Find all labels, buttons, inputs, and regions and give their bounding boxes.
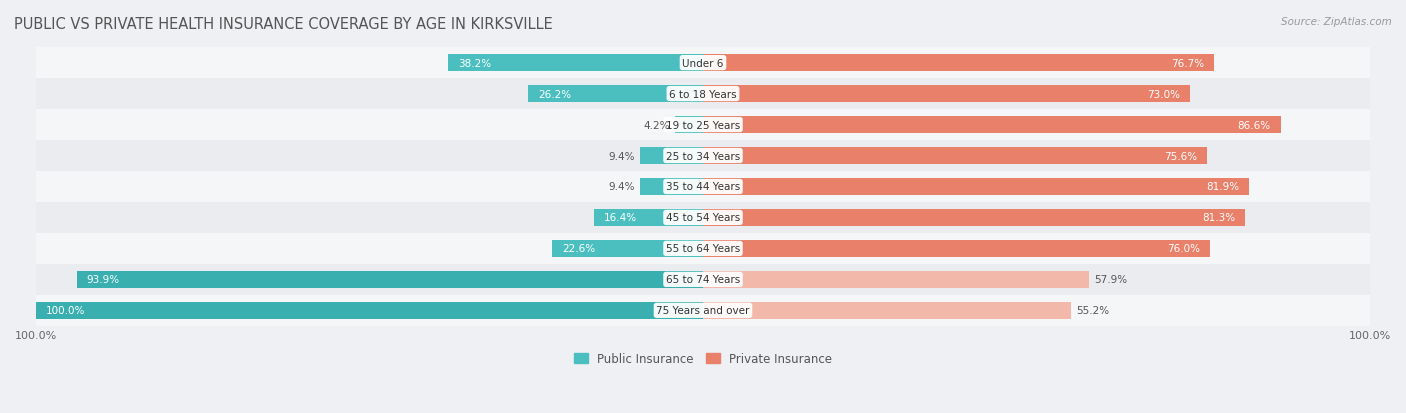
Text: Under 6: Under 6 [682,59,724,69]
Text: 73.0%: 73.0% [1147,89,1180,100]
Bar [675,117,703,134]
Text: 57.9%: 57.9% [1094,275,1128,285]
Text: 55.2%: 55.2% [1077,306,1109,316]
Text: 75 Years and over: 75 Years and over [657,306,749,316]
Bar [37,302,703,319]
Bar [37,141,1369,171]
Text: 9.4%: 9.4% [609,151,636,161]
Bar [529,86,703,103]
Bar [37,48,1369,79]
Bar [703,147,1208,165]
Text: 16.4%: 16.4% [603,213,637,223]
Text: 81.9%: 81.9% [1206,182,1239,192]
Text: 55 to 64 Years: 55 to 64 Years [666,244,740,254]
Bar [703,86,1189,103]
Bar [703,117,1281,134]
Bar [593,209,703,226]
Bar [37,295,1369,326]
Text: 86.6%: 86.6% [1237,120,1271,130]
Text: 76.7%: 76.7% [1171,59,1205,69]
Text: PUBLIC VS PRIVATE HEALTH INSURANCE COVERAGE BY AGE IN KIRKSVILLE: PUBLIC VS PRIVATE HEALTH INSURANCE COVER… [14,17,553,31]
Bar [703,55,1215,72]
Text: 93.9%: 93.9% [87,275,120,285]
Text: 25 to 34 Years: 25 to 34 Years [666,151,740,161]
Text: 26.2%: 26.2% [538,89,571,100]
Bar [553,240,703,257]
Legend: Public Insurance, Private Insurance: Public Insurance, Private Insurance [569,348,837,370]
Bar [37,110,1369,141]
Bar [703,178,1249,195]
Bar [37,79,1369,110]
Text: 76.0%: 76.0% [1167,244,1199,254]
Bar [640,147,703,165]
Text: 19 to 25 Years: 19 to 25 Years [666,120,740,130]
Bar [37,171,1369,202]
Text: 65 to 74 Years: 65 to 74 Years [666,275,740,285]
Text: 100.0%: 100.0% [46,306,86,316]
Bar [703,271,1090,288]
Bar [703,209,1246,226]
Bar [37,233,1369,264]
Bar [77,271,703,288]
Bar [703,240,1209,257]
Bar [37,202,1369,233]
Text: Source: ZipAtlas.com: Source: ZipAtlas.com [1281,17,1392,26]
Bar [37,264,1369,295]
Bar [640,178,703,195]
Bar [703,302,1071,319]
Text: 38.2%: 38.2% [458,59,491,69]
Text: 45 to 54 Years: 45 to 54 Years [666,213,740,223]
Text: 81.3%: 81.3% [1202,213,1234,223]
Text: 9.4%: 9.4% [609,182,636,192]
Text: 35 to 44 Years: 35 to 44 Years [666,182,740,192]
Text: 6 to 18 Years: 6 to 18 Years [669,89,737,100]
Text: 4.2%: 4.2% [643,120,669,130]
Bar [449,55,703,72]
Text: 22.6%: 22.6% [562,244,595,254]
Text: 75.6%: 75.6% [1164,151,1197,161]
